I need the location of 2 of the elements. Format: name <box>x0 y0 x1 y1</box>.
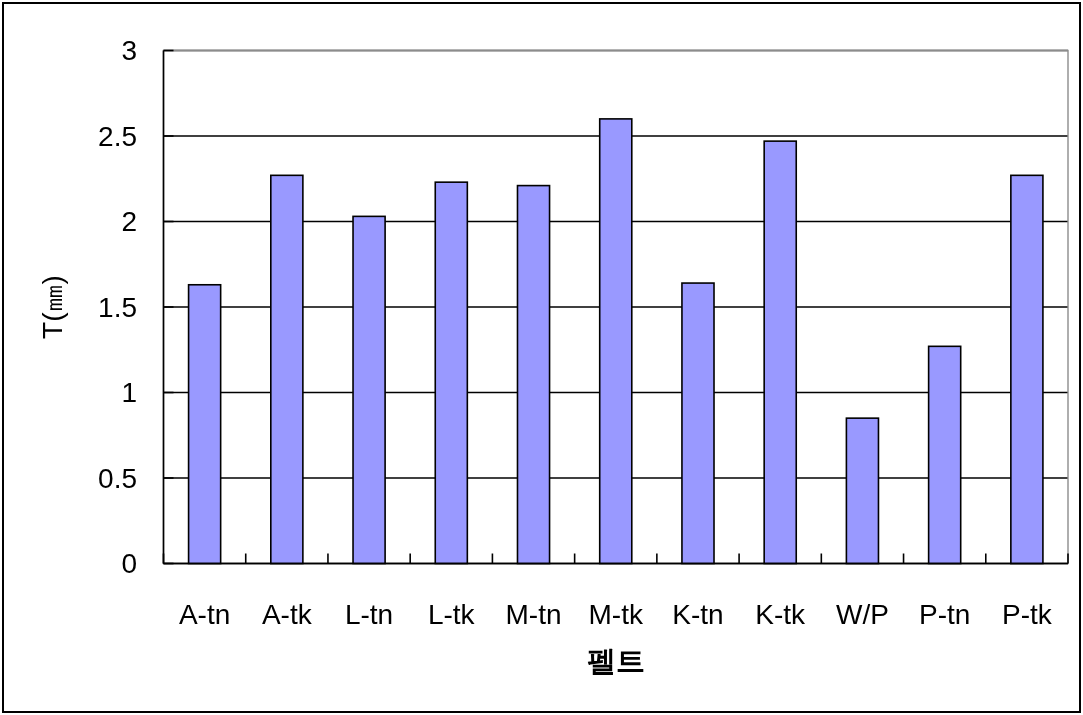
ylabel: T(㎜) <box>36 275 68 339</box>
xlabel: 펠트 <box>586 645 645 677</box>
